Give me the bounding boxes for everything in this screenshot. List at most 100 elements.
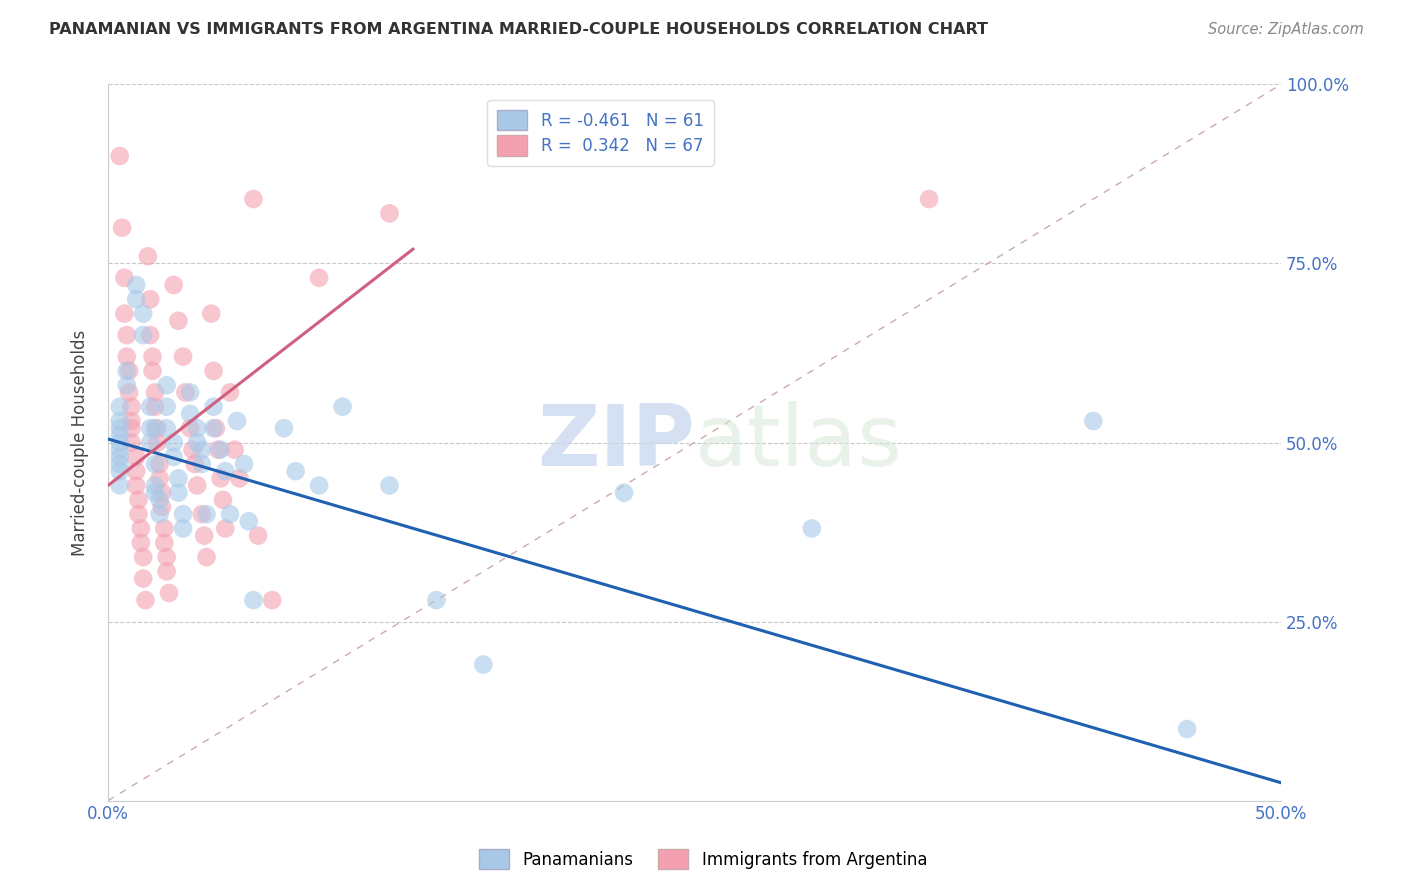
- Point: [153, 521, 176, 535]
- Point: [149, 507, 172, 521]
- Point: [120, 414, 142, 428]
- Point: [179, 407, 201, 421]
- Point: [172, 507, 194, 521]
- Point: [186, 435, 208, 450]
- Text: atlas: atlas: [695, 401, 903, 484]
- Point: [143, 400, 166, 414]
- Point: [143, 478, 166, 492]
- Point: [120, 435, 142, 450]
- Point: [153, 536, 176, 550]
- Point: [209, 442, 232, 457]
- Point: [191, 507, 214, 521]
- Point: [332, 400, 354, 414]
- Legend: R = -0.461   N = 61, R =  0.342   N = 67: R = -0.461 N = 61, R = 0.342 N = 67: [488, 100, 714, 166]
- Point: [191, 442, 214, 457]
- Point: [108, 149, 131, 163]
- Point: [108, 428, 131, 442]
- Point: [132, 307, 155, 321]
- Point: [108, 464, 131, 478]
- Point: [108, 414, 131, 428]
- Point: [129, 536, 152, 550]
- Point: [112, 307, 135, 321]
- Point: [273, 421, 295, 435]
- Point: [247, 528, 270, 542]
- Point: [139, 400, 162, 414]
- Point: [1083, 414, 1105, 428]
- Point: [214, 464, 236, 478]
- Legend: Panamanians, Immigrants from Argentina: Panamanians, Immigrants from Argentina: [470, 838, 936, 880]
- Point: [1175, 722, 1198, 736]
- Point: [242, 192, 264, 206]
- Point: [112, 270, 135, 285]
- Point: [108, 435, 131, 450]
- Point: [118, 364, 141, 378]
- Point: [209, 471, 232, 485]
- Point: [212, 492, 235, 507]
- Point: [132, 572, 155, 586]
- Point: [219, 385, 242, 400]
- Point: [120, 421, 142, 435]
- Point: [143, 485, 166, 500]
- Point: [156, 400, 179, 414]
- Point: [186, 421, 208, 435]
- Point: [115, 378, 138, 392]
- Point: [226, 414, 249, 428]
- Point: [179, 385, 201, 400]
- Point: [200, 307, 222, 321]
- Point: [139, 293, 162, 307]
- Point: [156, 550, 179, 565]
- Point: [224, 442, 246, 457]
- Point: [120, 400, 142, 414]
- Point: [108, 478, 131, 492]
- Point: [156, 565, 179, 579]
- Point: [127, 492, 149, 507]
- Point: [472, 657, 495, 672]
- Point: [143, 421, 166, 435]
- Point: [163, 277, 186, 292]
- Point: [219, 507, 242, 521]
- Point: [125, 293, 148, 307]
- Point: [143, 457, 166, 471]
- Point: [146, 435, 169, 450]
- Text: PANAMANIAN VS IMMIGRANTS FROM ARGENTINA MARRIED-COUPLE HOUSEHOLDS CORRELATION CH: PANAMANIAN VS IMMIGRANTS FROM ARGENTINA …: [49, 22, 988, 37]
- Point: [308, 270, 330, 285]
- Point: [262, 593, 284, 607]
- Point: [150, 500, 173, 514]
- Point: [115, 350, 138, 364]
- Point: [118, 385, 141, 400]
- Point: [125, 464, 148, 478]
- Point: [184, 457, 207, 471]
- Point: [214, 521, 236, 535]
- Point: [157, 586, 180, 600]
- Point: [127, 507, 149, 521]
- Point: [233, 457, 256, 471]
- Text: ZIP: ZIP: [537, 401, 695, 484]
- Point: [800, 521, 823, 535]
- Point: [167, 485, 190, 500]
- Point: [135, 593, 157, 607]
- Point: [202, 400, 225, 414]
- Point: [918, 192, 941, 206]
- Point: [139, 435, 162, 450]
- Point: [115, 328, 138, 343]
- Point: [132, 550, 155, 565]
- Point: [238, 514, 260, 528]
- Point: [186, 478, 208, 492]
- Point: [193, 528, 215, 542]
- Point: [115, 364, 138, 378]
- Point: [195, 507, 218, 521]
- Point: [205, 421, 228, 435]
- Point: [378, 478, 401, 492]
- Point: [156, 421, 179, 435]
- Point: [202, 364, 225, 378]
- Point: [179, 421, 201, 435]
- Point: [207, 442, 229, 457]
- Point: [172, 350, 194, 364]
- Point: [143, 385, 166, 400]
- Point: [132, 328, 155, 343]
- Point: [181, 442, 204, 457]
- Point: [202, 421, 225, 435]
- Point: [149, 457, 172, 471]
- Point: [108, 457, 131, 471]
- Point: [191, 457, 214, 471]
